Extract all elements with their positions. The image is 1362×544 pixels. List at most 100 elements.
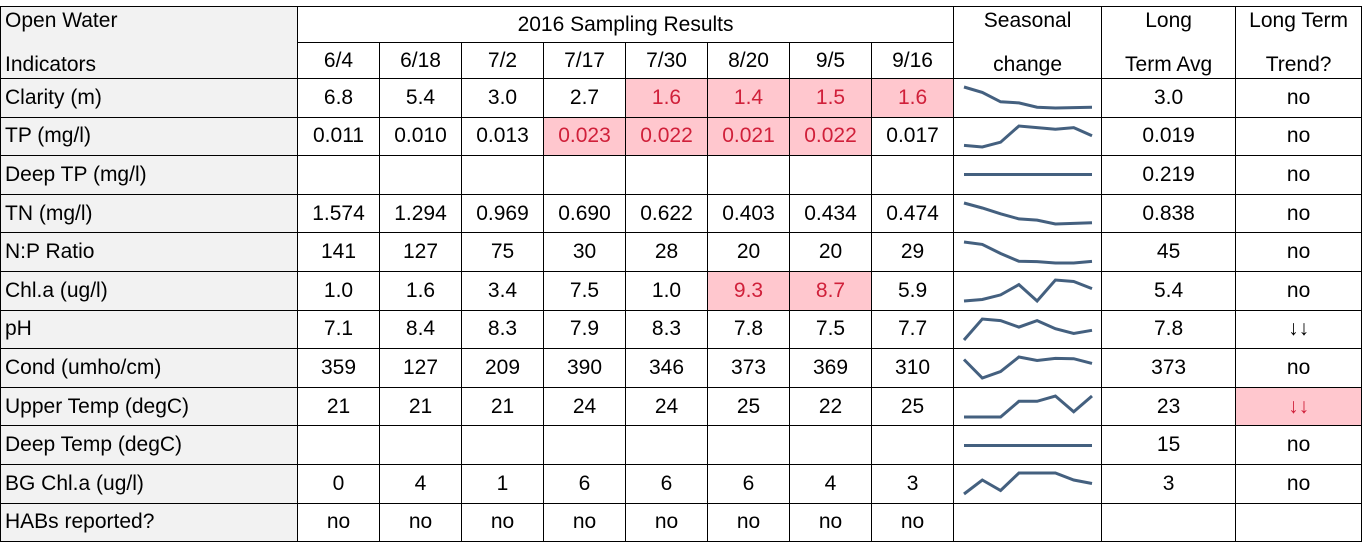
- header-text: Indicators: [5, 52, 97, 76]
- trend-cell: no: [1235, 155, 1362, 195]
- trend-header: Long Term Trend?: [1235, 6, 1362, 79]
- row-label: TP (mg/l): [0, 116, 298, 157]
- value-cell: 1: [461, 463, 544, 504]
- value-cell: 21: [379, 386, 462, 427]
- value-cell: 75: [461, 232, 544, 272]
- data-row: Clarity (m) 6.8 5.4 3.0 2.7 1.6 1.4 1.5 1.6 3.0 no: [0, 78, 1362, 118]
- value-cell: 20: [789, 232, 872, 272]
- data-row: Deep TP (mg/l) 0.219 no: [0, 155, 1362, 195]
- value-cell: [297, 155, 380, 195]
- sparkline-line: [963, 124, 1093, 149]
- value-cell: 369: [789, 348, 872, 388]
- table-body: Open Water Indicators 2016 Sampling Resul…: [0, 6, 1362, 543]
- value-cell: 0.017: [870, 116, 955, 157]
- sparkline-line: [963, 355, 1093, 381]
- value-cell: 0.434: [789, 193, 872, 234]
- sparkline: [963, 355, 1093, 381]
- date-row: 6/4 6/18 7/2 7/17 7/30 8/20 9/5 9/16: [1, 42, 1362, 79]
- value-cell: 0.013: [461, 116, 544, 157]
- trend-cell: no: [1235, 270, 1362, 311]
- value-cell: 30: [543, 232, 626, 272]
- value-cell: 8.7: [789, 270, 872, 311]
- avg-cell: 0.219: [1101, 155, 1237, 195]
- row-label: Clarity (m): [0, 78, 298, 118]
- value-cell: 20: [707, 232, 790, 272]
- date-header: 6/4: [297, 42, 380, 79]
- value-cell: 0.022: [789, 116, 872, 157]
- header-text: Long Term: [1249, 8, 1349, 32]
- value-cell: 9.3: [707, 270, 790, 311]
- value-cell: 1.0: [297, 270, 380, 311]
- avg-cell: 0.019: [1101, 116, 1237, 157]
- row-label: BG Chl.a (ug/l): [0, 463, 298, 504]
- value-cell: 390: [543, 348, 626, 388]
- value-cell: 24: [625, 386, 708, 427]
- value-cell: 0.011: [297, 116, 380, 157]
- value-cell: 359: [297, 348, 380, 388]
- value-cell: 1.0: [625, 270, 708, 311]
- value-cell: 0.021: [707, 116, 790, 157]
- trend-cell: no: [1235, 348, 1362, 388]
- value-cell: 1.5: [789, 78, 872, 118]
- value-cell: 22: [789, 386, 872, 427]
- value-cell: 7.5: [543, 270, 626, 311]
- value-cell: [379, 155, 462, 195]
- avg-cell: 3: [1101, 463, 1237, 504]
- value-cell: [789, 155, 872, 195]
- value-cell: 1.6: [379, 270, 462, 311]
- sparkline: [962, 317, 1093, 341]
- sparkline-line: [962, 317, 1093, 341]
- value-cell: 2.7: [543, 78, 626, 118]
- avg-header: Long Term Avg: [1101, 6, 1237, 79]
- value-cell: 346: [625, 348, 708, 388]
- value-cell: 127: [379, 232, 462, 272]
- value-cell: 3.4: [461, 270, 544, 311]
- sparkline-cell: [953, 309, 1103, 350]
- value-cell: 1.6: [625, 78, 708, 118]
- value-cell: [789, 425, 872, 465]
- sparkline-cell: [953, 232, 1103, 272]
- value-cell: 6: [543, 463, 626, 504]
- header-text: change: [993, 52, 1063, 76]
- trend-cell: no: [1235, 193, 1362, 234]
- date-header: 7/17: [543, 42, 626, 79]
- value-cell: [707, 425, 790, 465]
- sparkline-cell: [953, 193, 1103, 234]
- value-cell: 8.3: [461, 309, 544, 350]
- value-cell: [379, 425, 462, 465]
- row-label: Chl.a (ug/l): [0, 270, 298, 311]
- data-row: Upper Temp (degC) 21 21 21 24 24 25 22 25 23 ↓↓: [0, 386, 1362, 427]
- value-cell: [461, 155, 544, 195]
- date-header: 9/16: [870, 42, 955, 79]
- value-cell: 25: [870, 386, 955, 427]
- row-label: N:P Ratio: [0, 232, 298, 272]
- value-cell: 6.8: [297, 78, 380, 118]
- sparkline: [963, 278, 1093, 304]
- data-row: Chl.a (ug/l) 1.0 1.6 3.4 7.5 1.0 9.3 8.7 5.9 5.4 n…: [0, 270, 1362, 311]
- header-text: Seasonal: [983, 8, 1072, 32]
- value-cell: no: [870, 502, 955, 543]
- sparkline-line: [963, 278, 1093, 304]
- value-cell: 28: [625, 232, 708, 272]
- sparkline: [963, 124, 1093, 149]
- group-header: 2016 Sampling Results: [296, 6, 955, 43]
- data-row: HABs reported? no no no no no no no no: [0, 502, 1362, 543]
- value-cell: [870, 425, 955, 465]
- row-label: Deep Temp (degC): [0, 425, 298, 465]
- value-cell: 0.690: [543, 193, 626, 234]
- value-cell: 5.4: [379, 78, 462, 118]
- value-cell: 7.9: [543, 309, 626, 350]
- value-cell: 127: [379, 348, 462, 388]
- sparkline-cell: [953, 155, 1103, 195]
- value-cell: 209: [461, 348, 544, 388]
- row-label: Upper Temp (degC): [0, 386, 298, 427]
- value-cell: 0.023: [543, 116, 626, 157]
- row-label: Cond (umho/cm): [0, 348, 298, 388]
- value-cell: [625, 425, 708, 465]
- sparkline: [964, 394, 1094, 419]
- avg-cell: [1101, 502, 1237, 543]
- value-cell: 21: [297, 386, 380, 427]
- trend-cell: no: [1235, 463, 1362, 504]
- avg-cell: 3.0: [1101, 78, 1237, 118]
